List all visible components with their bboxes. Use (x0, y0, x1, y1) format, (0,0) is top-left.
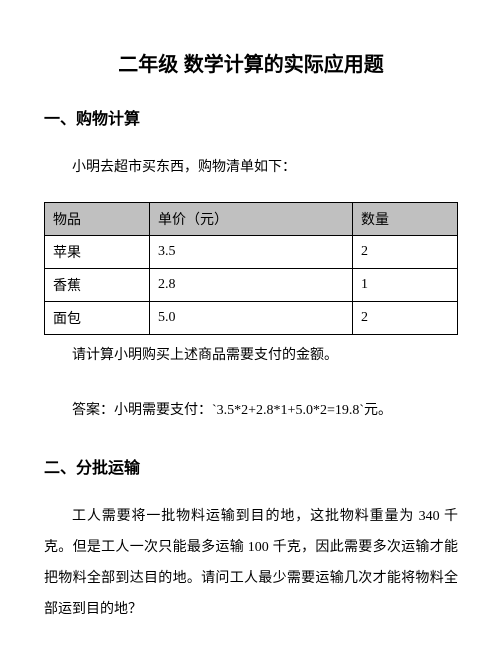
table-cell: 2.8 (150, 268, 353, 301)
table-cell: 面包 (45, 301, 150, 334)
section1-question: 请计算小明购买上述商品需要支付的金额。 (44, 341, 458, 372)
table-cell: 5.0 (150, 301, 353, 334)
section1-answer: 答案：小明需要支付：`3.5*2+2.8*1+5.0*2=19.8`元。 (44, 396, 458, 427)
table-cell: 2 (353, 301, 458, 334)
section1-intro: 小明去超市买东西，购物清单如下： (44, 153, 458, 184)
section1-heading: 一、购物计算 (44, 105, 458, 129)
table-row: 苹果 3.5 2 (45, 235, 458, 268)
table-row: 面包 5.0 2 (45, 301, 458, 334)
table-cell: 苹果 (45, 235, 150, 268)
table-header-cell: 物品 (45, 202, 150, 235)
table-cell: 香蕉 (45, 268, 150, 301)
shopping-table: 物品 单价（元） 数量 苹果 3.5 2 香蕉 2.8 1 面包 5.0 2 (44, 202, 458, 335)
table-header-cell: 数量 (353, 202, 458, 235)
page-title: 二年级 数学计算的实际应用题 (44, 48, 458, 77)
table-header-row: 物品 单价（元） 数量 (45, 202, 458, 235)
table-cell: 2 (353, 235, 458, 268)
table-header-cell: 单价（元） (150, 202, 353, 235)
table-cell: 1 (353, 268, 458, 301)
section2-paragraph: 工人需要将一批物料运输到目的地，这批物料重量为 340 千克。但是工人一次只能最… (44, 502, 458, 625)
section2-heading: 二、分批运输 (44, 454, 458, 478)
table-cell: 3.5 (150, 235, 353, 268)
table-row: 香蕉 2.8 1 (45, 268, 458, 301)
